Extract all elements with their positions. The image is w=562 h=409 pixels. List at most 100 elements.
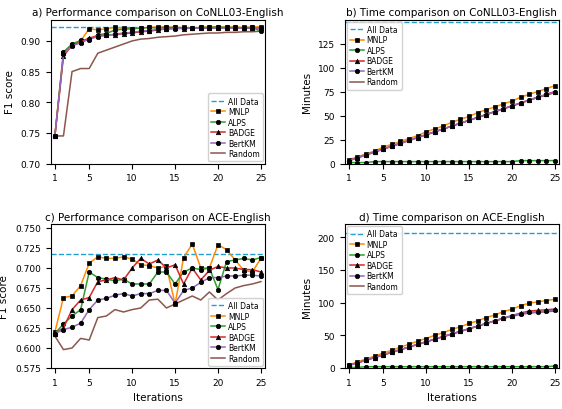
- Random: [406, 345, 413, 350]
- Line: BertKM: BertKM: [53, 27, 263, 139]
- Random: [440, 127, 447, 132]
- MNLP: [509, 99, 515, 104]
- MNLP: [189, 242, 196, 247]
- Random: [500, 107, 507, 112]
- MNLP: [223, 26, 230, 31]
- MNLP: [241, 26, 247, 31]
- ALPS: [448, 160, 455, 165]
- BADGE: [491, 110, 498, 115]
- Random: [457, 121, 464, 126]
- ALPS: [180, 270, 187, 275]
- BertKM: [457, 329, 464, 334]
- BertKM: [534, 96, 541, 101]
- All Data: [43, 252, 49, 256]
- Random: [103, 314, 110, 319]
- BADGE: [77, 40, 84, 45]
- MNLP: [232, 258, 238, 263]
- ALPS: [483, 160, 490, 165]
- ALPS: [232, 258, 238, 263]
- BertKM: [491, 319, 498, 324]
- Random: [483, 321, 490, 326]
- BertKM: [500, 316, 507, 321]
- BADGE: [509, 313, 515, 318]
- Random: [189, 33, 196, 38]
- All Data: [346, 231, 352, 236]
- BertKM: [120, 31, 127, 36]
- BADGE: [137, 256, 144, 261]
- Title: a) Performance comparison on CoNLL03-English: a) Performance comparison on CoNLL03-Eng…: [32, 8, 284, 18]
- All Data: [346, 21, 352, 26]
- BertKM: [94, 298, 101, 303]
- MNLP: [354, 360, 361, 365]
- BertKM: [232, 274, 238, 279]
- Random: [223, 292, 230, 297]
- Random: [388, 350, 395, 355]
- Legend: All Data, MNLP, ALPS, BADGE, BertKM, Random: All Data, MNLP, ALPS, BADGE, BertKM, Ran…: [347, 23, 401, 90]
- BertKM: [380, 353, 387, 357]
- ALPS: [526, 364, 533, 369]
- BADGE: [206, 268, 213, 273]
- BADGE: [103, 33, 110, 38]
- ALPS: [103, 277, 110, 282]
- ALPS: [543, 159, 550, 164]
- ALPS: [466, 364, 473, 369]
- MNLP: [474, 111, 481, 116]
- ALPS: [206, 26, 213, 31]
- BertKM: [249, 273, 256, 278]
- Line: BertKM: BertKM: [347, 308, 557, 368]
- Random: [171, 34, 178, 39]
- BADGE: [414, 136, 421, 141]
- BertKM: [137, 29, 144, 34]
- BertKM: [543, 309, 550, 314]
- BADGE: [423, 133, 429, 138]
- BADGE: [371, 355, 378, 360]
- Random: [362, 153, 369, 158]
- BertKM: [77, 321, 84, 326]
- BADGE: [197, 278, 204, 283]
- BADGE: [257, 27, 264, 31]
- Random: [69, 346, 75, 351]
- BADGE: [155, 258, 161, 263]
- Random: [112, 308, 119, 312]
- ALPS: [500, 364, 507, 369]
- BADGE: [534, 96, 541, 101]
- MNLP: [491, 313, 498, 318]
- ALPS: [457, 364, 464, 369]
- BADGE: [52, 134, 58, 139]
- Random: [534, 96, 541, 101]
- MNLP: [448, 327, 455, 332]
- Random: [491, 319, 498, 324]
- BADGE: [163, 266, 170, 271]
- ALPS: [103, 32, 110, 37]
- BertKM: [414, 136, 421, 141]
- Line: BADGE: BADGE: [53, 27, 263, 139]
- BertKM: [77, 41, 84, 46]
- Random: [86, 67, 93, 72]
- Line: ALPS: ALPS: [347, 364, 557, 370]
- BADGE: [171, 27, 178, 31]
- Random: [457, 329, 464, 334]
- BertKM: [474, 324, 481, 329]
- MNLP: [517, 303, 524, 308]
- MNLP: [257, 25, 264, 30]
- BertKM: [86, 308, 93, 312]
- BertKM: [397, 142, 404, 146]
- BertKM: [197, 27, 204, 31]
- BADGE: [171, 263, 178, 267]
- ALPS: [241, 256, 247, 261]
- BertKM: [432, 130, 438, 135]
- BertKM: [474, 116, 481, 121]
- MNLP: [362, 152, 369, 157]
- BADGE: [354, 156, 361, 161]
- BADGE: [257, 270, 264, 275]
- MNLP: [137, 263, 144, 267]
- ALPS: [517, 159, 524, 164]
- Random: [448, 124, 455, 129]
- BertKM: [206, 27, 213, 31]
- Random: [52, 134, 58, 139]
- BADGE: [354, 360, 361, 365]
- BertKM: [163, 288, 170, 293]
- BADGE: [543, 93, 550, 98]
- BADGE: [432, 130, 438, 135]
- Random: [215, 298, 221, 303]
